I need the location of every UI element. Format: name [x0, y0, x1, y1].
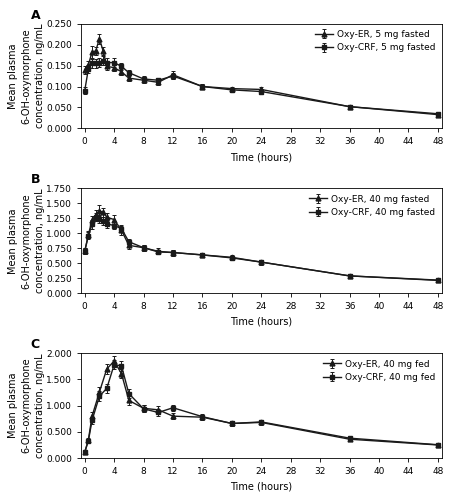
Text: B: B: [31, 174, 40, 186]
X-axis label: Time (hours): Time (hours): [230, 317, 292, 327]
X-axis label: Time (hours): Time (hours): [230, 152, 292, 162]
Text: A: A: [31, 8, 40, 22]
Y-axis label: Mean plasma
6-OH-oxymorphone
concentration, ng/mL: Mean plasma 6-OH-oxymorphone concentrati…: [8, 354, 45, 458]
Legend: Oxy-ER, 40 mg fed, Oxy-CRF, 40 mg fed: Oxy-ER, 40 mg fed, Oxy-CRF, 40 mg fed: [321, 358, 436, 384]
Legend: Oxy-ER, 5 mg fasted, Oxy-CRF, 5 mg fasted: Oxy-ER, 5 mg fasted, Oxy-CRF, 5 mg faste…: [313, 28, 436, 54]
X-axis label: Time (hours): Time (hours): [230, 482, 292, 492]
Text: C: C: [31, 338, 40, 351]
Legend: Oxy-ER, 40 mg fasted, Oxy-CRF, 40 mg fasted: Oxy-ER, 40 mg fasted, Oxy-CRF, 40 mg fas…: [307, 193, 436, 219]
Y-axis label: Mean plasma
6-OH-oxymorphone
concentration, ng/mL: Mean plasma 6-OH-oxymorphone concentrati…: [8, 188, 45, 293]
Y-axis label: Mean plasma
6-OH-oxymorphone
concentration, ng/mL: Mean plasma 6-OH-oxymorphone concentrati…: [8, 24, 45, 128]
